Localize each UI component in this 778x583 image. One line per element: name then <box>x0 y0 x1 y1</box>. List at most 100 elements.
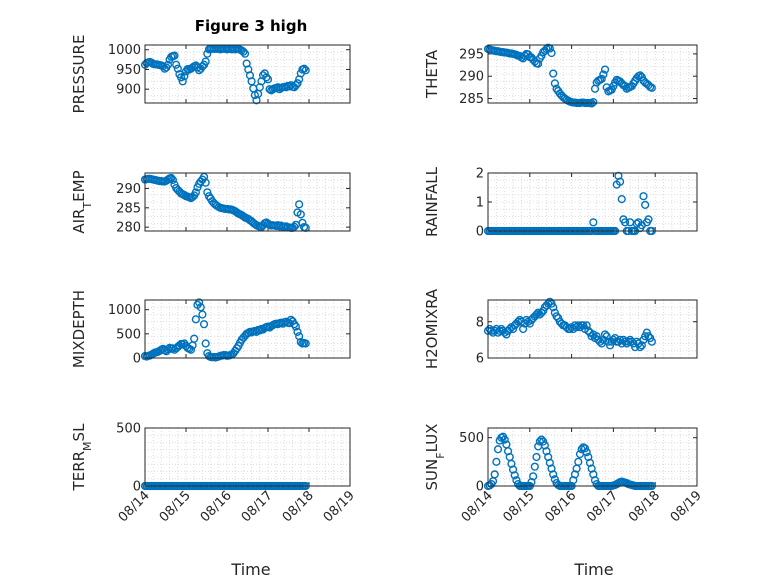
y-tick-label: 295 <box>459 47 484 62</box>
data-point <box>621 218 630 227</box>
y-tick-label: 290 <box>459 70 484 85</box>
subplot-h2omixra: 6 8 H2OMIXRA <box>423 288 698 369</box>
data-point <box>550 475 559 484</box>
data-point <box>167 173 176 183</box>
y-tick-label: 0 <box>133 480 141 495</box>
subplot-mixdepth: 0 500 1000 MIXDEPTH <box>70 290 351 368</box>
subplot-rainfall: 0 1 2 RAINFALL <box>423 166 698 240</box>
data-point <box>617 195 626 204</box>
data-point <box>602 332 611 341</box>
data-point <box>530 462 539 471</box>
data-point <box>574 321 583 330</box>
data-point <box>582 321 591 330</box>
y-tick-label: 290 <box>116 182 141 197</box>
data-point <box>500 435 509 444</box>
y-tick-label: 0 <box>133 352 141 367</box>
data-point <box>547 48 556 58</box>
data-point <box>203 188 212 197</box>
data-point <box>293 327 302 337</box>
axes-frame <box>487 44 698 104</box>
data-point <box>172 60 181 69</box>
data-point <box>582 448 591 457</box>
data-point <box>163 60 173 69</box>
data-point <box>190 334 199 343</box>
data-point <box>240 49 250 58</box>
y-tick-label: 8 <box>476 315 484 330</box>
data-point <box>291 322 300 331</box>
data-point <box>199 320 209 329</box>
y-tick-label: 1000 <box>108 43 141 58</box>
data-point <box>186 345 196 354</box>
data-point <box>262 73 271 82</box>
x-axis-label-left: Time <box>230 560 270 579</box>
y-axis-label: H2OMIXRA <box>423 288 441 369</box>
data-point <box>263 75 273 84</box>
y-axis-label: AIRTEMP <box>70 170 94 233</box>
data-point <box>637 341 646 350</box>
subplot-pressure: 900 950 1000 PRESSURE <box>70 35 351 114</box>
data-point <box>539 437 548 446</box>
data-point <box>191 188 200 197</box>
axes-frame <box>144 427 351 487</box>
data-point <box>597 74 606 84</box>
y-tick-label: 0 <box>476 225 484 240</box>
data-point <box>641 200 650 210</box>
data-point <box>301 66 310 75</box>
y-axis-label: THETA <box>423 49 441 99</box>
data-point <box>534 59 543 68</box>
data-point <box>532 452 541 462</box>
y-axis-label: MIXDEPTH <box>70 290 88 368</box>
data-point <box>535 437 544 446</box>
data-point <box>510 471 519 480</box>
y-tick-label: 1 <box>476 196 484 211</box>
data-point <box>624 337 633 346</box>
y-axis-label: PRESSURE <box>70 35 88 114</box>
y-tick-label: 500 <box>459 431 484 446</box>
data-point <box>589 218 598 227</box>
data-point <box>299 64 309 73</box>
data-point <box>574 457 583 466</box>
data-point <box>492 457 501 466</box>
data-point <box>550 79 559 88</box>
axes-frame <box>487 172 698 232</box>
data-point <box>534 308 543 317</box>
data-point <box>549 303 558 312</box>
data-point <box>647 337 656 346</box>
data-point <box>519 324 528 334</box>
data-point <box>196 303 205 312</box>
y-tick-label: 900 <box>116 83 141 98</box>
axes-frame <box>144 44 351 104</box>
y-axis-label: TERRMSL <box>70 423 94 492</box>
axes-frame <box>144 172 351 232</box>
data-point <box>290 222 299 231</box>
data-point <box>168 175 177 185</box>
data-point <box>549 470 558 479</box>
axes-frame <box>487 299 698 359</box>
data-point <box>600 65 610 74</box>
y-axis-label: SUNFLUX <box>423 424 447 491</box>
data-point <box>195 298 204 307</box>
data-point <box>291 81 300 90</box>
subplot-theta: 285 290 295 THETA <box>423 43 698 108</box>
data-point <box>293 79 302 88</box>
data-point <box>647 83 656 92</box>
data-point <box>168 344 177 353</box>
data-point <box>600 330 610 339</box>
data-point <box>590 476 600 485</box>
data-point <box>529 472 538 481</box>
y-tick-label: 6 <box>476 352 484 367</box>
data-point <box>542 44 551 54</box>
data-point <box>198 310 207 319</box>
data-point <box>639 192 648 201</box>
data-point <box>537 435 546 444</box>
y-tick-label: 0 <box>476 480 484 495</box>
x-axis-label-right: Time <box>573 560 613 579</box>
data-point <box>589 98 598 107</box>
data-point <box>180 72 189 81</box>
y-tick-label: 500 <box>116 422 141 437</box>
data-point <box>201 57 210 66</box>
y-tick-label: 280 <box>116 221 141 236</box>
data-point <box>239 47 248 56</box>
